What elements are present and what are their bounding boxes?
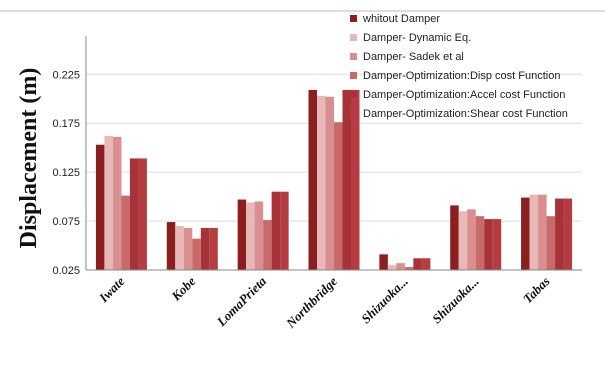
bar-5-1 (129, 158, 139, 270)
legend-label: Damper-Optimization:Shear cost Function (363, 108, 568, 120)
bar-6-2 (209, 227, 218, 270)
bar-6-5 (421, 258, 431, 270)
bar-1-4 (308, 89, 317, 271)
legend-label: Damper-Optimization:Accel cost Function (363, 89, 565, 101)
bar-4-5 (404, 267, 414, 270)
bar-1-3 (237, 199, 247, 270)
legend-swatch (350, 91, 357, 98)
legend-label: Damper- Sadek et al (363, 51, 464, 63)
legend-label: Damper- Dynamic Eq. (363, 32, 471, 44)
bar-2-1 (104, 135, 113, 270)
bar-4-7 (546, 216, 556, 270)
legend-label: whitout Damper (362, 13, 440, 25)
legend-swatch (350, 72, 357, 79)
x-tick-label: Shizuoka... (358, 274, 411, 327)
bar-2-5 (387, 265, 397, 270)
bar-4-6 (475, 216, 485, 270)
bar-6-4 (351, 89, 360, 271)
y-tick-label: 0.125 (52, 167, 80, 179)
bar-5-3 (271, 191, 281, 270)
x-tick-label: Tabas (520, 274, 553, 307)
bar-5-6 (484, 219, 493, 270)
bar-1-2 (166, 222, 176, 270)
bar-6-3 (280, 191, 289, 270)
bar-2-4 (317, 95, 326, 270)
bar-2-2 (175, 225, 184, 270)
legend-label: Damper-Optimization:Disp cost Function (363, 70, 560, 82)
x-tick-label: Iwate (95, 273, 127, 305)
bar-5-7 (555, 198, 564, 270)
bar-1-5 (379, 254, 388, 270)
bar-6-7 (563, 198, 573, 270)
bar-3-1 (112, 136, 122, 270)
bar-3-3 (254, 201, 264, 270)
bar-4-1 (121, 195, 130, 270)
bar-5-2 (200, 227, 210, 270)
bar-3-7 (538, 194, 547, 270)
bar-5-4 (342, 89, 351, 271)
x-tick-label: Kobe (168, 273, 199, 304)
x-tick-label: Northbridge (282, 273, 340, 331)
bar-5-5 (413, 258, 422, 270)
y-axis-label: Displacement (m) (16, 68, 42, 249)
legend-swatch (350, 53, 357, 60)
legend: whitout Damper Damper- Dynamic Eq. Damper-… (350, 13, 568, 120)
bar-6-1 (138, 158, 147, 270)
bar-2-6 (458, 211, 468, 270)
y-tick-label: 0.025 (52, 265, 80, 277)
y-tick-label: 0.075 (52, 216, 80, 228)
legend-swatch (350, 15, 357, 22)
bars (95, 89, 573, 271)
bar-3-6 (467, 209, 476, 270)
legend-swatch (350, 34, 357, 41)
bar-3-2 (183, 227, 193, 270)
bar-4-2 (192, 238, 201, 270)
x-tick-label: LomaPrieta (213, 273, 270, 330)
y-tick-label: 0.175 (52, 118, 80, 130)
bar-4-3 (263, 220, 272, 270)
legend-swatch (350, 110, 357, 117)
bar-6-6 (492, 219, 502, 270)
y-tick-label: 0.225 (52, 69, 80, 81)
x-tick-label: Shizuoka... (429, 274, 482, 327)
bar-1-1 (95, 144, 105, 270)
bar-4-4 (334, 122, 343, 270)
bar-1-7 (521, 197, 530, 270)
bar-1-6 (450, 205, 459, 270)
bar-3-4 (325, 96, 334, 270)
bar-3-5 (396, 263, 405, 270)
bar-2-7 (529, 194, 539, 270)
bar-2-3 (246, 202, 255, 270)
